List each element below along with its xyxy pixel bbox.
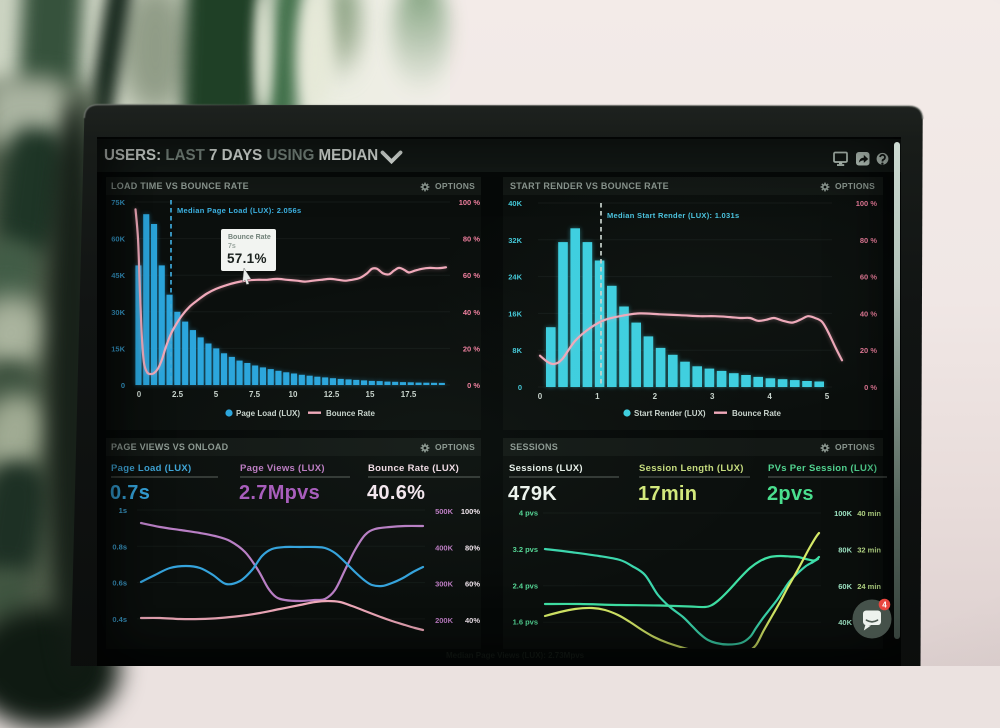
svg-text:1.6 pvs: 1.6 pvs (513, 618, 538, 627)
svg-text:4: 4 (882, 600, 887, 609)
svg-text:0.6s: 0.6s (112, 579, 127, 588)
svg-text:40%: 40% (465, 616, 480, 625)
svg-text:Median Start Render (LUX): 1.0: Median Start Render (LUX): 1.031s (607, 211, 739, 220)
svg-text:24K: 24K (508, 273, 522, 282)
svg-text:7.5: 7.5 (249, 390, 261, 399)
svg-text:2.5: 2.5 (172, 390, 184, 399)
svg-text:Page Views (LUX): Page Views (LUX) (240, 463, 325, 474)
svg-text:Bounce Rate (LUX): Bounce Rate (LUX) (368, 463, 459, 474)
svg-text:75K: 75K (111, 198, 125, 207)
svg-text:40.6%: 40.6% (367, 482, 425, 504)
svg-text:5: 5 (825, 392, 830, 401)
svg-text:40 %: 40 % (860, 309, 877, 318)
svg-text:100K: 100K (834, 509, 853, 518)
svg-text:0 %: 0 % (467, 381, 480, 390)
svg-text:12.5: 12.5 (324, 390, 340, 399)
svg-text:45K: 45K (111, 271, 125, 280)
svg-text:100 %: 100 % (856, 199, 878, 208)
svg-text:30K: 30K (111, 308, 125, 317)
svg-text:20 %: 20 % (463, 344, 480, 353)
svg-text:100%: 100% (461, 507, 481, 516)
svg-text:5: 5 (214, 390, 219, 399)
svg-text:10: 10 (289, 390, 298, 399)
svg-text:0.7s: 0.7s (110, 482, 150, 504)
svg-text:479K: 479K (508, 483, 557, 505)
svg-text:Session Length (LUX): Session Length (LUX) (639, 463, 744, 474)
svg-text:500K: 500K (435, 507, 454, 516)
svg-text:60K: 60K (111, 235, 125, 244)
svg-text:400K: 400K (435, 543, 454, 552)
svg-text:32K: 32K (508, 236, 522, 245)
svg-text:80%: 80% (465, 543, 480, 552)
svg-text:3.2 pvs: 3.2 pvs (513, 545, 538, 554)
svg-text:4: 4 (767, 392, 772, 401)
svg-text:Bounce Rate: Bounce Rate (326, 409, 375, 418)
svg-text:0: 0 (121, 381, 125, 390)
svg-text:60%: 60% (465, 580, 480, 589)
svg-text:80 %: 80 % (463, 235, 480, 244)
svg-text:60K: 60K (838, 582, 852, 591)
svg-text:Page Load (LUX): Page Load (LUX) (236, 409, 300, 418)
svg-text:17min: 17min (638, 483, 697, 505)
svg-text:Sessions (LUX): Sessions (LUX) (509, 463, 583, 474)
svg-text:57.1%: 57.1% (227, 251, 267, 266)
svg-text:60 %: 60 % (860, 273, 877, 282)
svg-text:PVs Per Session (LUX): PVs Per Session (LUX) (768, 463, 877, 474)
svg-text:300K: 300K (435, 580, 454, 589)
svg-text:80K: 80K (838, 545, 852, 554)
svg-text:Page Load (LUX): Page Load (LUX) (111, 463, 192, 474)
svg-text:Bounce Rate: Bounce Rate (732, 409, 781, 418)
svg-text:0.4s: 0.4s (112, 615, 127, 624)
svg-text:15K: 15K (111, 344, 125, 353)
svg-text:0 %: 0 % (864, 383, 877, 392)
svg-text:20 %: 20 % (860, 346, 877, 355)
svg-text:80 %: 80 % (860, 236, 877, 245)
svg-text:2.7Mpvs: 2.7Mpvs (239, 482, 320, 504)
svg-text:0: 0 (518, 383, 522, 392)
svg-text:15: 15 (366, 390, 375, 399)
svg-text:100 %: 100 % (459, 198, 481, 207)
svg-text:2.4 pvs: 2.4 pvs (513, 581, 538, 590)
svg-text:200K: 200K (435, 616, 454, 625)
svg-text:2pvs: 2pvs (767, 483, 814, 505)
svg-text:1s: 1s (119, 506, 127, 515)
svg-text:Bounce Rate: Bounce Rate (228, 234, 271, 241)
svg-text:24 min: 24 min (857, 582, 881, 591)
svg-text:40K: 40K (508, 199, 522, 208)
svg-text:32 min: 32 min (857, 545, 881, 554)
svg-text:40 min: 40 min (857, 509, 881, 518)
svg-text:1: 1 (595, 392, 600, 401)
svg-text:4 pvs: 4 pvs (519, 509, 538, 518)
svg-text:40K: 40K (838, 618, 852, 627)
svg-text:Start Render (LUX): Start Render (LUX) (634, 409, 706, 418)
svg-text:3: 3 (710, 392, 715, 401)
svg-text:60 %: 60 % (463, 271, 480, 280)
svg-text:Median Page Load (LUX): 2.056s: Median Page Load (LUX): 2.056s (177, 206, 301, 215)
svg-text:40 %: 40 % (463, 308, 480, 317)
svg-text:16K: 16K (508, 309, 522, 318)
svg-text:0.8s: 0.8s (112, 542, 127, 551)
svg-text:0: 0 (538, 392, 543, 401)
svg-text:2: 2 (653, 392, 658, 401)
svg-text:17.5: 17.5 (401, 390, 417, 399)
svg-text:7s: 7s (228, 243, 236, 250)
svg-text:8K: 8K (512, 346, 522, 355)
svg-text:0: 0 (137, 390, 142, 399)
